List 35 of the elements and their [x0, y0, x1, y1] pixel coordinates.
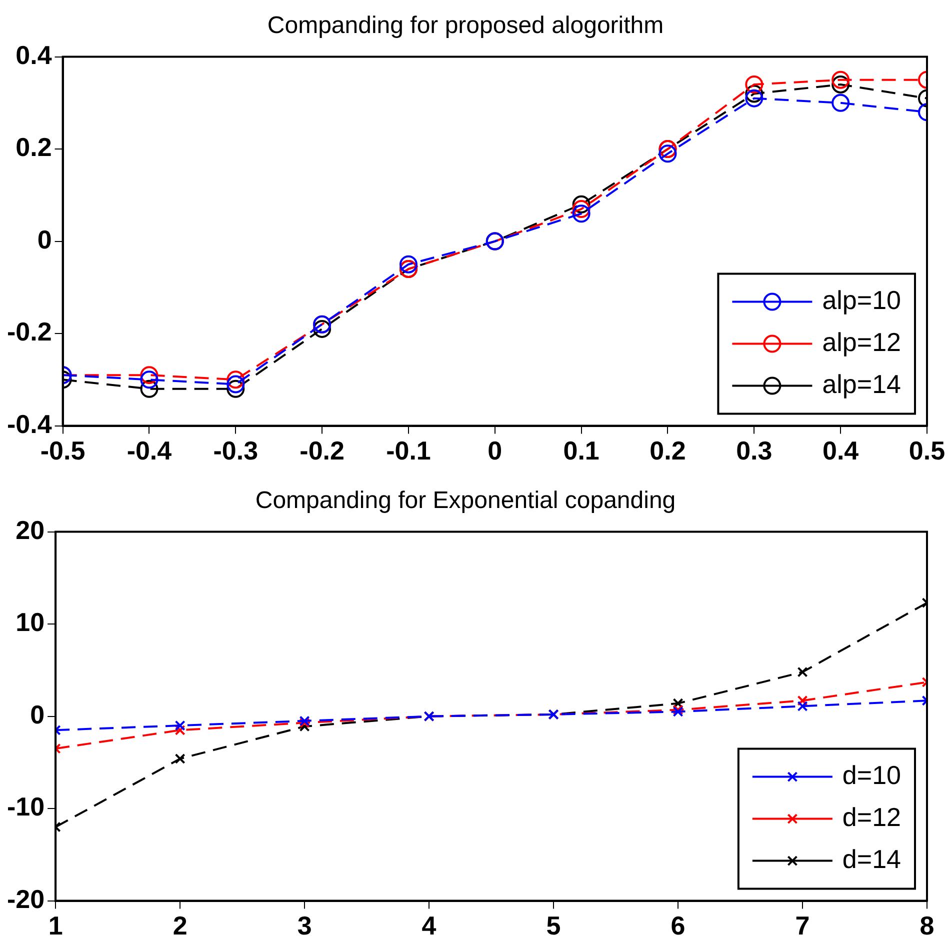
legend-label: d=10 — [842, 760, 902, 790]
chart-title: Companding for proposed alogorithm — [267, 12, 664, 40]
x-tick-label: 3 — [297, 910, 312, 941]
x-tick-label: -0.1 — [386, 436, 431, 466]
x-tick-label: -0.2 — [300, 436, 344, 466]
y-tick-label: 20 — [16, 514, 45, 545]
x-tick-label: 0.4 — [822, 436, 860, 466]
y-tick-label: 0.4 — [16, 40, 52, 70]
y-tick-label: -0.2 — [6, 316, 52, 347]
x-tick-label: 0.5 — [908, 436, 946, 466]
x-tick-label: 5 — [546, 910, 561, 941]
x-tick-label: 0.2 — [650, 436, 686, 466]
x-tick-label: 0 — [488, 436, 502, 466]
legend-label: alp=12 — [822, 326, 902, 357]
y-tick-label: 0.2 — [16, 132, 52, 162]
x-tick-label: 8 — [920, 910, 934, 941]
legend-label: alp=10 — [822, 284, 902, 315]
x-tick-label: 6 — [670, 910, 686, 941]
y-tick-label: 0 — [30, 699, 45, 730]
x-tick-label: -0.3 — [213, 436, 258, 466]
y-tick-label: -10 — [7, 792, 45, 822]
x-tick-label: -0.4 — [126, 436, 172, 466]
x-tick-label: 4 — [422, 910, 437, 941]
x-tick-label: 2 — [172, 910, 188, 941]
y-tick-label: 10 — [16, 607, 45, 638]
x-tick-label: 7 — [795, 910, 810, 941]
chart-title: Companding for Exponential copanding — [255, 487, 676, 514]
y-tick-label: 0 — [37, 224, 52, 254]
legend-label: alp=14 — [822, 368, 902, 399]
legend-label: d=12 — [842, 802, 902, 832]
legend-label: d=14 — [842, 844, 902, 874]
y-tick-label: -20 — [7, 884, 45, 914]
x-tick-label: 0.3 — [736, 436, 772, 466]
x-tick-label: 0.1 — [563, 436, 600, 466]
x-tick-label: 1 — [48, 910, 63, 941]
